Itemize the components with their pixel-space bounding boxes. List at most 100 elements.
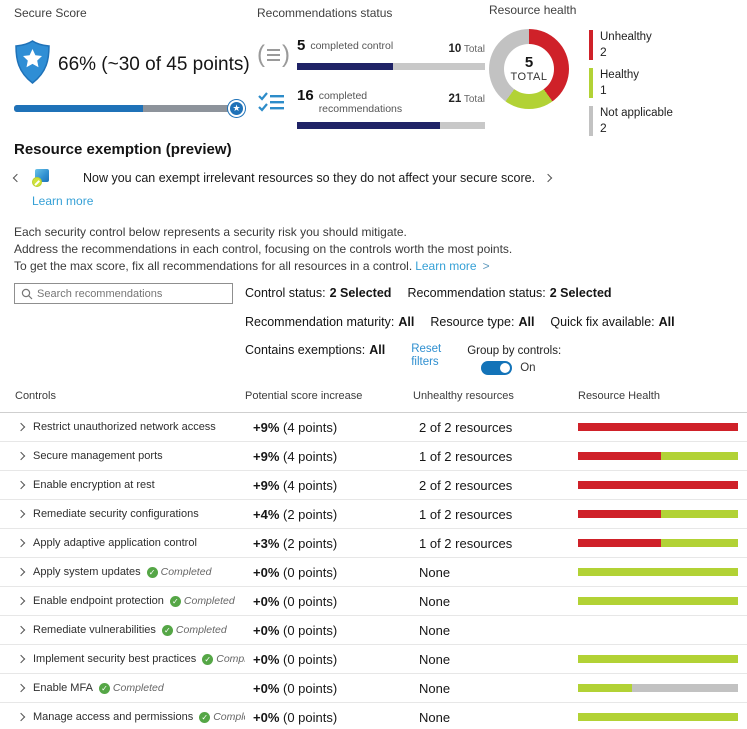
recommendations-progress-bar [297,122,485,130]
filter-recommendation-maturity[interactable]: Recommendation maturity: All [245,315,415,329]
expand-chevron-icon[interactable] [16,538,26,548]
recommendations-status-section: Recommendations status ( ) 5 completed c… [257,6,485,130]
check-circle-icon: ✓ [161,624,173,636]
header-potential-score: Potential score increase [245,390,363,402]
resource-health-bar [578,713,738,721]
unhealthy-resources-cell: None [419,622,451,638]
potential-score-cell: +0% (0 points) [253,709,338,725]
table-row[interactable]: Manage access and permissions ✓ Complete… [0,703,747,729]
control-name: Enable encryption at rest [33,479,155,491]
check-circle-icon: ✓ [146,566,158,578]
expand-chevron-icon[interactable] [16,451,26,461]
table-row[interactable]: Restrict unauthorized network access ✓ +… [0,413,747,442]
checklist-icon [257,88,297,129]
legend-item: Unhealthy 2 [589,30,673,60]
search-input[interactable] [37,287,232,300]
expand-chevron-icon[interactable] [16,422,26,432]
completed-label: Completed [175,624,227,636]
control-name: Secure management ports [33,450,163,462]
intro-line-1: Each security control below represents a… [14,225,407,239]
resource-health-bar [578,423,738,431]
expand-chevron-icon[interactable] [16,596,26,606]
resource-health-bar [578,510,738,518]
resource-exemption-section: Resource exemption (preview) Now you can… [12,141,730,210]
table-row[interactable]: Enable MFA ✓ Completed +0% (0 points) No… [0,674,747,703]
check-circle-icon: ✓ [169,595,181,607]
filter-recommendation-status[interactable]: Recommendation status: 2 Selected [407,286,612,300]
resource-cube-exempt-icon [32,169,51,187]
filter-resource-type[interactable]: Resource type: All [430,315,535,329]
expand-chevron-icon[interactable] [16,625,26,635]
control-name: Enable MFA [33,682,93,694]
completed-controls-label: completed control [310,40,394,52]
donut-total-value: 5 [524,53,534,71]
table-row[interactable]: Enable encryption at rest ✓ +9% (4 point… [0,471,747,500]
chevron-left-icon[interactable] [12,173,22,183]
unhealthy-resources-cell: 1 of 2 resources [419,535,513,551]
group-by-controls-toggle[interactable] [481,361,513,375]
completed-badge: ✓ Completed [169,595,235,607]
table-row[interactable]: Enable endpoint protection ✓ Completed +… [0,587,747,616]
control-name: Manage access and permissions [33,711,194,723]
resource-health-cell [578,481,747,489]
exemption-message: Now you can exempt irrelevant resources … [83,171,536,185]
expand-chevron-icon[interactable] [16,654,26,664]
reset-filters-link[interactable]: Reset filters [411,343,442,368]
resource-health-cell [578,684,747,692]
expand-chevron-icon[interactable] [16,683,26,693]
star-circle-icon: ★ [228,100,245,117]
table-row[interactable]: Remediate vulnerabilities ✓ Completed +0… [0,616,747,645]
resource-health-legend: Unhealthy 2 Healthy 1 Not applicable 2 [589,29,673,144]
donut-total-label: TOTAL [510,71,548,84]
check-circle-icon: ✓ [202,653,214,665]
control-name: Restrict unauthorized network access [33,421,216,433]
control-name: Remediate security configurations [33,508,199,520]
completed-label: Completed [112,682,164,694]
table-row[interactable]: Apply adaptive application control ✓ +3%… [0,529,747,558]
unhealthy-resources-cell: None [419,680,451,696]
expand-chevron-icon[interactable] [16,567,26,577]
resource-health-cell [578,539,747,547]
table-row[interactable]: Implement security best practices ✓ Comp… [0,645,747,674]
unhealthy-resources-cell: 2 of 2 resources [419,419,513,435]
exemption-heading: Resource exemption (preview) [14,141,232,158]
search-icon [21,288,33,299]
expand-chevron-icon[interactable] [16,712,26,722]
resource-health-cell [578,423,747,431]
table-row[interactable]: Remediate security configurations ✓ +4% … [0,500,747,529]
table-row[interactable]: Secure management ports ✓ +9% (4 points)… [0,442,747,471]
completed-label: Completed [160,566,212,578]
search-box[interactable] [14,283,233,304]
controls-progress-bar [297,63,485,70]
filters-section: Control status: 2 Selected Recommendation… [245,285,745,375]
filter-contains-exemptions[interactable]: Contains exemptions: All [245,343,386,357]
secure-score-section: Secure Score 66% (~30 of 45 points) ★ [14,6,250,117]
table-body: Restrict unauthorized network access ✓ +… [0,413,747,729]
expand-chevron-icon[interactable] [16,509,26,519]
intro-line-2: Address the recommendations in each cont… [14,242,513,256]
filter-control-status[interactable]: Control status: 2 Selected [245,286,392,300]
resource-health-bar [578,655,738,663]
table-row[interactable]: Apply system updates ✓ Completed +0% (0 … [0,558,747,587]
table-header-row: Controls Potential score increase Unheal… [0,385,747,413]
completed-badge: ✓ Completed [199,711,245,723]
resource-health-cell [578,510,747,518]
potential-score-cell: +0% (0 points) [253,680,338,696]
intro-line-3: To get the max score, fix all recommenda… [14,259,490,273]
completed-badge: ✓ Completed [161,624,227,636]
check-circle-icon: ✓ [199,711,211,723]
unhealthy-resources-cell: 1 of 2 resources [419,448,513,464]
legend-item: Healthy 1 [589,68,673,98]
intro-learn-more-link[interactable]: Learn more [415,259,477,273]
resource-health-bar [578,539,738,547]
header-controls: Controls [15,390,56,402]
potential-score-cell: +0% (0 points) [253,564,338,580]
expand-chevron-icon[interactable] [16,480,26,490]
filter-quick-fix[interactable]: Quick fix available: All [550,315,675,329]
resource-health-bar [578,452,738,460]
exemption-learn-more-link[interactable]: Learn more [32,194,94,208]
chevron-right-icon[interactable] [543,173,553,183]
potential-score-cell: +3% (2 points) [253,535,338,551]
completed-label: Completed [216,653,245,665]
resource-health-cell [578,568,747,576]
